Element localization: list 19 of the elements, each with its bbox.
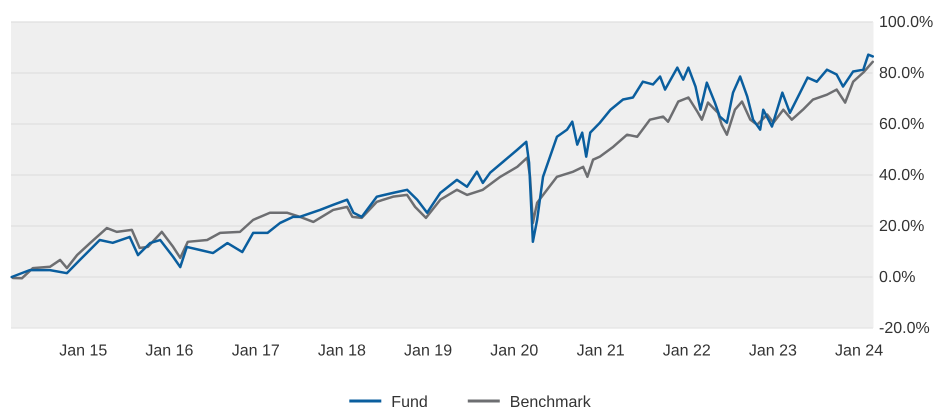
- x-tick-label: Jan 24: [835, 342, 884, 360]
- x-tick-label: Jan 22: [662, 342, 711, 360]
- y-tick-label: 0.0%: [879, 269, 916, 286]
- y-tick-label: 20.0%: [879, 218, 924, 236]
- y-tick-label: 80.0%: [879, 65, 924, 82]
- y-tick-label: 60.0%: [879, 116, 924, 134]
- legend-label: Fund: [391, 394, 428, 407]
- x-tick-label: Jan 18: [318, 342, 366, 360]
- x-tick-label: Jan 21: [576, 342, 625, 360]
- x-tick-label: Jan 15: [59, 342, 108, 360]
- x-tick-label: Jan 19: [404, 342, 452, 360]
- legend-label: Benchmark: [510, 394, 592, 407]
- x-tick-label: Jan 20: [490, 342, 538, 360]
- x-tick-label: Jan 23: [748, 342, 798, 360]
- x-tick-label: Jan 16: [145, 342, 194, 360]
- y-tick-label: 40.0%: [879, 167, 924, 184]
- y-tick-label: 100.0%: [879, 14, 934, 32]
- y-tick-label: -20.0%: [879, 320, 930, 338]
- x-tick-label: Jan 17: [232, 342, 280, 360]
